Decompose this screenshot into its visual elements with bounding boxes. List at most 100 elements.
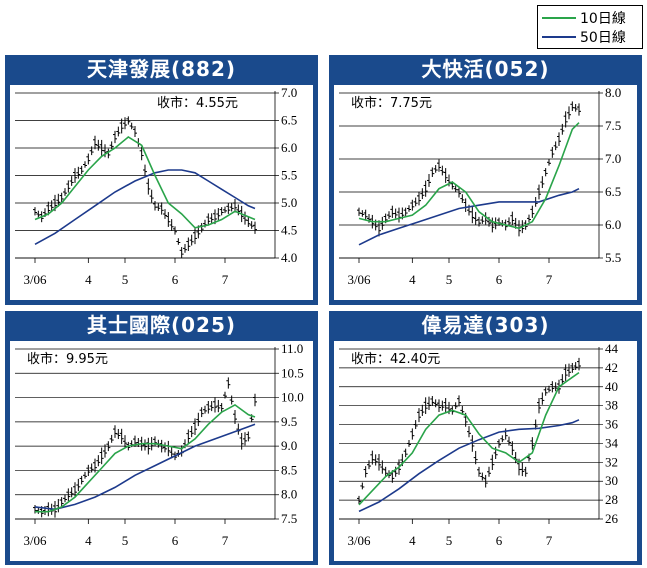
- price-bar: [229, 202, 234, 212]
- price-bar: [116, 126, 121, 137]
- price-bar: [146, 437, 151, 455]
- price-bar: [473, 450, 478, 465]
- price-bar: [553, 141, 558, 151]
- price-bar: [193, 227, 197, 245]
- ma10-line: [35, 403, 256, 513]
- x-tick-label: 4: [85, 533, 92, 548]
- price-bar: [410, 428, 415, 440]
- price-bar: [500, 435, 505, 443]
- price-bar: [380, 216, 385, 230]
- price-bar: [179, 247, 184, 258]
- y-tick-label: 7.0: [605, 151, 621, 166]
- stock-chart-svg: 26 28 30 32 34 36 38 40 42 44 3/06 4 5 6 7 收市：42.40元: [339, 341, 619, 548]
- price-bar: [253, 393, 257, 407]
- price-bar: [527, 214, 531, 223]
- ma50-line: [358, 187, 580, 246]
- close-price-label: 收市：7.75元: [351, 95, 432, 111]
- y-tick-label: 6.0: [605, 217, 621, 232]
- price-bar: [76, 166, 81, 179]
- price-bar: [497, 217, 501, 226]
- price-bar: [86, 153, 91, 165]
- price-bar: [176, 238, 181, 245]
- close-price-label: 收市：4.55元: [157, 95, 238, 111]
- x-tick-label: 5: [446, 533, 453, 548]
- y-tick-label: 9.0: [281, 438, 297, 453]
- price-bar: [457, 395, 461, 407]
- ma50-line: [358, 419, 580, 513]
- price-bar: [357, 495, 361, 505]
- price-bar: [550, 146, 555, 158]
- y-tick-label: 42: [605, 360, 618, 375]
- price-bar: [209, 213, 214, 224]
- price-bar: [243, 211, 247, 225]
- price-bar: [567, 106, 571, 120]
- price-bar: [433, 165, 438, 173]
- y-tick-label: 44: [605, 341, 619, 356]
- price-bar: [69, 176, 74, 186]
- price-bar: [156, 203, 161, 211]
- price-bar: [59, 497, 64, 507]
- price-bar: [33, 207, 37, 216]
- price-bar: [219, 207, 224, 216]
- x-tick-label: 5: [122, 533, 129, 548]
- chart-area: 4.0 4.5 5.0 5.5 6.0 6.5 7.0 3/06 4 5 6 7 收市：4.55元: [10, 85, 313, 300]
- price-bar: [563, 364, 568, 381]
- price-bar: [393, 208, 398, 219]
- x-tick-label: 5: [122, 272, 129, 287]
- price-bar: [383, 466, 388, 477]
- price-bar: [173, 226, 177, 235]
- y-tick-label: 7.5: [281, 511, 297, 526]
- price-bar: [253, 221, 257, 234]
- price-bar: [149, 189, 154, 203]
- price-bar: [393, 466, 398, 477]
- price-bar: [403, 448, 408, 458]
- price-bar: [116, 428, 121, 440]
- price-bar: [560, 123, 565, 135]
- x-tick-label: 6: [496, 533, 503, 548]
- stock-chart-svg: 5.5 6.0 6.5 7.0 7.5 8.0 3/06 4 5 6 7 收市：7.75元: [339, 85, 621, 287]
- price-bar: [109, 141, 114, 150]
- price-bar: [243, 432, 247, 446]
- price-bar: [570, 362, 575, 373]
- y-tick-label: 34: [605, 435, 619, 450]
- price-bar: [146, 178, 151, 195]
- price-bar: [186, 429, 191, 444]
- price-bar: [487, 466, 491, 477]
- price-bar: [573, 362, 578, 370]
- legend-label-ma50: 50日線: [580, 30, 626, 46]
- x-tick-label: 5: [446, 272, 453, 287]
- price-bar: [427, 396, 431, 410]
- price-bar: [497, 439, 501, 448]
- price-bar: [36, 210, 41, 218]
- price-bar: [423, 397, 428, 414]
- price-bar: [89, 146, 94, 156]
- price-bar: [377, 220, 381, 237]
- chart-area: 7.5 8.0 8.5 9.0 9.5 10.0 10.5 11.0 3/06 4 5 6 7 收市：9.…: [10, 341, 313, 561]
- price-bar: [417, 191, 421, 206]
- price-bar: [510, 441, 515, 456]
- price-bar: [206, 400, 211, 414]
- price-bar: [246, 217, 251, 228]
- y-tick-label: 36: [605, 417, 619, 432]
- price-bar: [206, 213, 211, 226]
- price-bar: [360, 482, 365, 490]
- price-bar: [63, 494, 67, 503]
- legend-item-ma10: 10日線: [542, 8, 640, 27]
- price-bar: [543, 387, 548, 396]
- y-tick-label: 6.5: [605, 184, 621, 199]
- price-bar: [66, 488, 71, 502]
- price-bar: [367, 460, 371, 470]
- price-bar: [93, 458, 97, 473]
- price-bar: [437, 159, 441, 172]
- price-bar: [219, 403, 224, 412]
- price-bar: [249, 221, 254, 229]
- y-tick-label: 38: [605, 398, 618, 413]
- y-tick-label: 5.5: [605, 250, 621, 265]
- price-bar: [96, 139, 101, 151]
- y-tick-label: 4.5: [281, 223, 297, 238]
- price-bar: [56, 193, 61, 207]
- price-bar: [550, 381, 555, 393]
- price-bar: [557, 132, 561, 146]
- price-bar: [430, 167, 435, 177]
- price-bar: [467, 426, 471, 438]
